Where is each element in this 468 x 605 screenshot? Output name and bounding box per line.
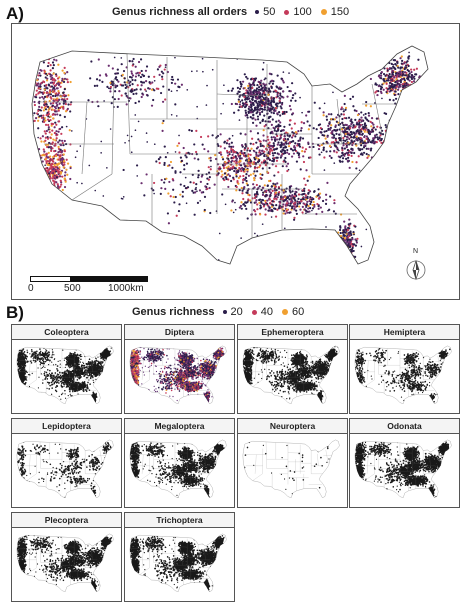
facet-neuroptera: Neuroptera	[237, 418, 348, 508]
facet-coleoptera: Coleoptera	[11, 324, 122, 414]
legend-dot-icon	[255, 10, 260, 14]
facet-title: Odonata	[350, 419, 459, 434]
scalebar-label-0: 0	[28, 283, 34, 294]
panel-a-map: 0 500 1000km N	[11, 23, 460, 300]
panel-a-legend-title: Genus richness all orders	[112, 6, 247, 18]
us-outline	[354, 345, 452, 404]
panel-a-legend: Genus richness all orders 50 100 150	[112, 6, 358, 18]
panel-a-legend-item-1: 100	[284, 6, 312, 18]
facet-map	[354, 439, 452, 498]
facet-trichoptera: Trichoptera	[124, 512, 235, 602]
panel-b-legend-item-0: 20	[222, 306, 243, 318]
panel-b-legend-item-2: 60	[282, 306, 304, 318]
legend-value: 40	[261, 306, 273, 318]
facet-plecoptera: Plecoptera	[11, 512, 122, 602]
state-borders	[131, 535, 219, 585]
legend-value: 100	[293, 6, 311, 18]
legend-value: 60	[292, 306, 304, 318]
us-outline	[31, 45, 429, 265]
site-points	[129, 533, 227, 592]
facet-odonata: Odonata	[349, 418, 460, 508]
state-borders	[18, 441, 106, 491]
facet-ephemeroptera: Ephemeroptera	[237, 324, 348, 414]
state-borders	[18, 535, 106, 585]
facet-title: Coleoptera	[12, 325, 121, 340]
facet-megaloptera: Megaloptera	[124, 418, 235, 508]
facet-map	[242, 345, 340, 404]
panel-b-label: B)	[6, 303, 24, 323]
legend-dot-icon	[251, 309, 257, 315]
us-outline	[129, 345, 227, 404]
facet-map	[16, 533, 114, 592]
facet-hemiptera: Hemiptera	[349, 324, 460, 414]
facet-map	[354, 345, 452, 404]
panel-a-legend-item-0: 50	[255, 6, 275, 18]
north-label: N	[413, 248, 418, 255]
facet-title: Ephemeroptera	[238, 325, 347, 340]
facet-title: Lepidoptera	[12, 419, 121, 434]
us-outline	[16, 533, 114, 592]
legend-dot-icon	[320, 9, 327, 15]
facet-title: Trichoptera	[125, 513, 234, 528]
us-outline	[354, 439, 452, 498]
site-points	[16, 345, 114, 404]
panel-b-legend-item-1: 40	[251, 306, 273, 318]
scalebar-label-2: 1000km	[108, 283, 144, 294]
site-points	[129, 345, 227, 404]
us-outline	[242, 439, 340, 498]
us-outline	[242, 345, 340, 404]
facet-map	[242, 439, 340, 498]
facet-map	[129, 533, 227, 592]
legend-dot-icon	[222, 310, 227, 314]
us-outline	[16, 345, 114, 404]
facet-title: Diptera	[125, 325, 234, 340]
facet-diptera: Diptera	[124, 324, 235, 414]
panel-a-legend-item-2: 150	[320, 6, 349, 18]
site-points	[243, 441, 335, 497]
facet-title: Plecoptera	[12, 513, 121, 528]
north-arrow-icon: N	[404, 248, 428, 282]
site-points	[354, 345, 452, 404]
site-points	[17, 440, 113, 498]
panel-a-label: A)	[6, 4, 24, 24]
facet-title: Neuroptera	[238, 419, 347, 434]
facet-map	[129, 439, 227, 498]
us-outline	[129, 439, 227, 498]
state-borders	[244, 347, 332, 397]
facet-map	[129, 345, 227, 404]
legend-value: 20	[231, 306, 243, 318]
state-borders	[131, 441, 219, 491]
state-borders	[356, 347, 444, 397]
state-borders	[244, 441, 332, 491]
legend-value: 50	[263, 6, 275, 18]
state-borders	[356, 441, 444, 491]
facet-map	[16, 439, 114, 498]
scalebar: 0 500 1000km	[28, 276, 148, 294]
us-outline	[16, 439, 114, 498]
facet-title: Hemiptera	[350, 325, 459, 340]
site-points	[129, 439, 227, 498]
us-outline	[129, 533, 227, 592]
us-map-all-orders	[31, 45, 429, 265]
legend-dot-icon	[282, 309, 289, 315]
legend-dot-icon	[284, 9, 290, 15]
facet-title: Megaloptera	[125, 419, 234, 434]
site-points	[16, 533, 114, 592]
state-borders	[18, 347, 106, 397]
panel-b-legend: Genus richness 20 40 60	[132, 306, 313, 318]
facet-lepidoptera: Lepidoptera	[11, 418, 122, 508]
facet-map	[16, 345, 114, 404]
scalebar-label-1: 500	[64, 283, 81, 294]
legend-value: 150	[331, 6, 349, 18]
panel-b-legend-title: Genus richness	[132, 306, 215, 318]
site-points	[32, 46, 428, 264]
state-borders	[40, 53, 397, 238]
state-borders	[131, 347, 219, 397]
site-points	[354, 439, 452, 498]
